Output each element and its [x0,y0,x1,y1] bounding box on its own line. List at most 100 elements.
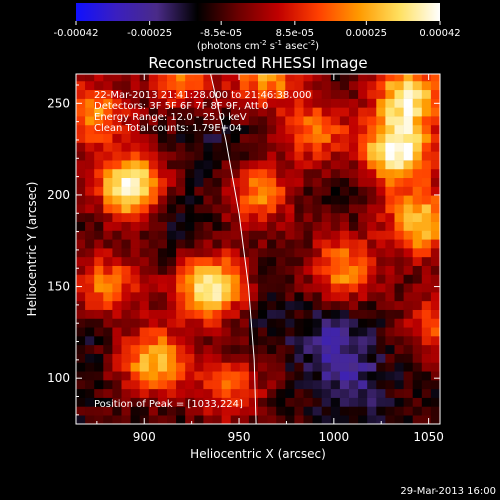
heatmap-cell [221,133,231,143]
heatmap-cell [403,336,413,346]
heatmap-cell [358,300,368,310]
heatmap-cell [349,186,359,196]
heatmap-cell [112,98,122,108]
heatmap-cell [248,300,259,310]
heatmap-cell [203,168,213,179]
heatmap-cell [358,142,368,152]
heatmap-cell [121,371,131,381]
heatmap-cell [267,168,277,179]
heatmap-cell [276,124,286,135]
heatmap-cell [167,98,177,108]
heatmap-cell [176,124,186,135]
heatmap-cell [248,256,259,266]
heatmap-cell [394,168,404,179]
heatmap-cell [258,151,268,161]
heatmap-cell [394,406,404,416]
heatmap-cell [358,371,368,381]
heatmap-cell [421,160,432,170]
heatmap-cell [248,388,259,398]
heatmap-cell [376,168,386,179]
heatmap-cell [367,98,377,108]
heatmap-cell [294,160,304,170]
heatmap-cell [185,371,195,381]
heatmap-cell [339,212,350,222]
heatmap-cell [148,80,159,91]
heatmap-cell [412,133,423,143]
heatmap-cell [121,212,131,222]
heatmap-cell [76,327,86,337]
heatmap-cell [85,388,95,398]
heatmap-cell [430,80,440,91]
heatmap-cell [221,195,231,205]
heatmap-cell [85,107,95,117]
heatmap-cell [176,371,186,381]
heatmap-cell [203,204,213,214]
heatmap-cell [321,74,332,82]
heatmap-cell [167,283,177,293]
heatmap-cell [221,160,231,170]
heatmap-cell [349,336,359,346]
heatmap-cell [112,221,122,231]
heatmap-cell [440,204,449,213]
heatmap-cell [267,309,277,319]
heatmap-cell [349,212,359,222]
heatmap-cell [194,283,204,293]
heatmap-cell [349,116,359,126]
heatmap-cell [330,204,341,214]
heatmap-cell [248,230,259,240]
heatmap-cell [285,98,295,108]
heatmap-cell [185,116,195,126]
heatmap-cell [139,133,150,143]
heatmap-cell [367,283,377,293]
heatmap-cell [394,415,404,424]
heatmap-cell [412,406,423,416]
heatmap-cell [321,239,332,249]
heatmap-cell [440,151,449,160]
heatmap-cell [148,116,159,126]
y-axis-label: Heliocentric Y (arcsec) [25,182,39,317]
heatmap-cell [349,256,359,266]
heatmap-cell [367,344,377,354]
heatmap-cell [85,89,95,99]
heatmap-cell [212,74,222,82]
heatmap-cell [85,309,95,319]
heatmap-cell [394,371,404,381]
heatmap-cell [103,371,113,381]
heatmap-cell [385,80,395,91]
heatmap-cell [130,292,140,302]
heatmap-cell [258,230,268,240]
heatmap-cell [312,380,322,390]
heatmap-cell [148,362,159,372]
heatmap-cell [412,248,423,258]
heatmap-cell [230,336,241,346]
heatmap-cell [267,212,277,222]
heatmap-cell [121,116,131,126]
heatmap-cell [339,327,350,337]
heatmap-cell [385,98,395,108]
heatmap-cell [212,336,222,346]
heatmap-cell [85,133,95,143]
heatmap-cell [330,397,341,407]
heatmap-cell [394,98,404,108]
heatmap-cell [157,74,168,82]
heatmap-cell [157,142,168,152]
heatmap-cell [440,72,449,81]
heatmap-cell [430,151,440,161]
heatmap-cell [367,204,377,214]
heatmap-cell [285,336,295,346]
heatmap-cell [85,362,95,372]
heatmap-cell [421,221,432,231]
heatmap-cell [421,204,432,214]
heatmap-cell [212,221,222,231]
heatmap-cell [239,283,250,293]
heatmap-cell [203,142,213,152]
heatmap-cell [330,362,341,372]
heatmap-cell [148,344,159,354]
heatmap-cell [367,292,377,302]
heatmap-cell [403,221,413,231]
heatmap-cell [312,265,322,275]
heatmap-cell [358,265,368,275]
heatmap-cell [376,248,386,258]
heatmap-cell [157,221,168,231]
heatmap-cell [421,74,432,82]
